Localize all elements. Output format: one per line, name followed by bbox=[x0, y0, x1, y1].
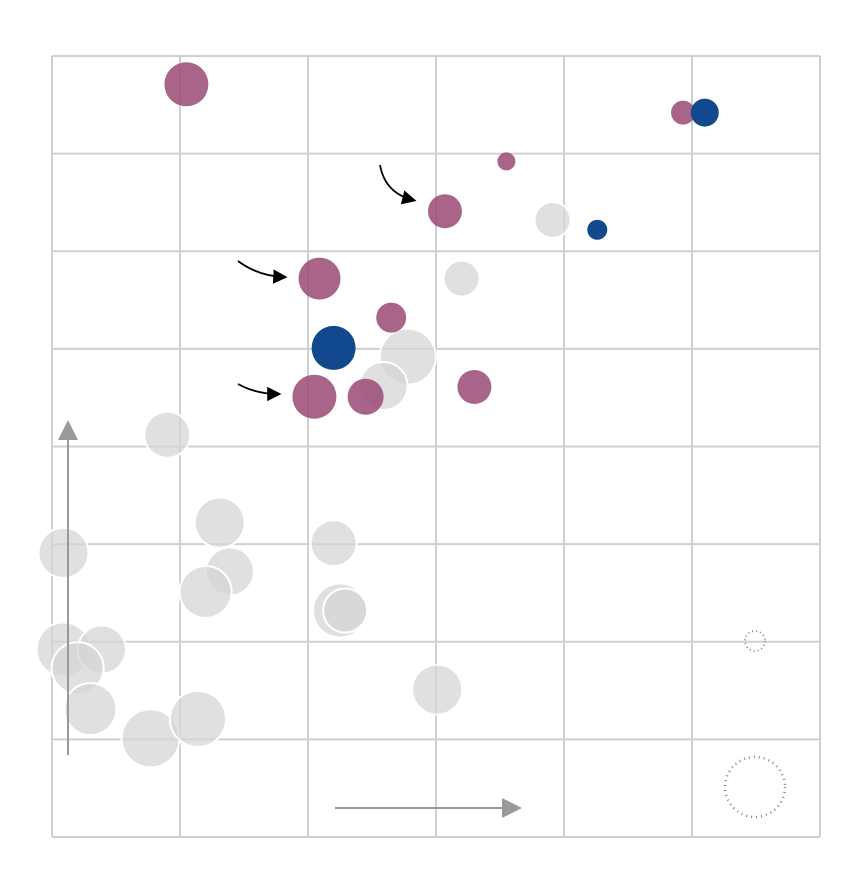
annotation-arrow bbox=[237, 383, 282, 402]
bubble bbox=[322, 587, 369, 634]
annotation-arrow bbox=[379, 164, 417, 205]
bubble bbox=[292, 374, 337, 419]
bubble bbox=[533, 201, 572, 240]
bubble bbox=[587, 219, 608, 240]
bubble bbox=[671, 100, 696, 125]
size-legend-large bbox=[723, 755, 787, 819]
bubble bbox=[411, 663, 464, 716]
bubble bbox=[143, 410, 192, 459]
bubble bbox=[309, 519, 358, 568]
bubble bbox=[37, 526, 90, 579]
bubble bbox=[457, 369, 492, 404]
bubble bbox=[376, 302, 407, 333]
bubble bbox=[427, 194, 462, 229]
bubble bbox=[178, 564, 233, 619]
bubble bbox=[193, 496, 246, 549]
size-legend-small bbox=[744, 630, 766, 652]
bubble bbox=[311, 325, 356, 370]
bubble bbox=[690, 98, 719, 127]
bubble bbox=[164, 62, 209, 107]
bubble bbox=[63, 682, 118, 737]
marks bbox=[35, 62, 719, 769]
bubble bbox=[347, 378, 384, 415]
bubble bbox=[168, 689, 227, 748]
bubble bbox=[497, 152, 516, 171]
annotation-arrow bbox=[237, 260, 288, 284]
bubble bbox=[298, 257, 341, 300]
bubble bbox=[442, 259, 481, 298]
